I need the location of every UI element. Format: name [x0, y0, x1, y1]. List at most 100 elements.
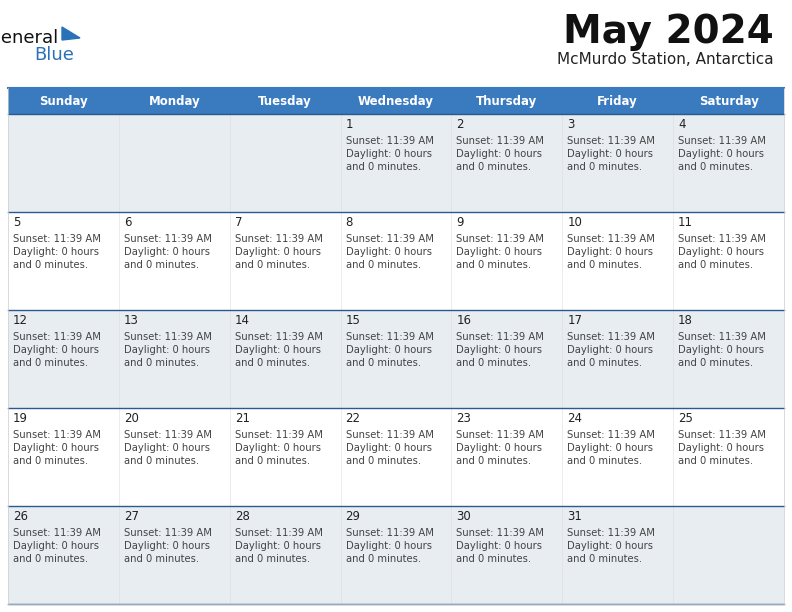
Text: and 0 minutes.: and 0 minutes.: [13, 358, 88, 368]
Text: Sunset: 11:39 AM: Sunset: 11:39 AM: [124, 332, 211, 342]
Text: Sunset: 11:39 AM: Sunset: 11:39 AM: [13, 528, 101, 538]
Text: Blue: Blue: [34, 46, 74, 64]
Text: Wednesday: Wednesday: [358, 94, 434, 108]
Text: 20: 20: [124, 412, 139, 425]
Text: and 0 minutes.: and 0 minutes.: [234, 456, 310, 466]
Text: Sunset: 11:39 AM: Sunset: 11:39 AM: [456, 136, 544, 146]
Text: and 0 minutes.: and 0 minutes.: [567, 358, 642, 368]
Text: Sunset: 11:39 AM: Sunset: 11:39 AM: [124, 234, 211, 244]
Text: 27: 27: [124, 510, 139, 523]
Text: Sunset: 11:39 AM: Sunset: 11:39 AM: [456, 332, 544, 342]
Text: Sunset: 11:39 AM: Sunset: 11:39 AM: [456, 528, 544, 538]
Text: and 0 minutes.: and 0 minutes.: [678, 358, 753, 368]
Text: McMurdo Station, Antarctica: McMurdo Station, Antarctica: [558, 53, 774, 67]
Text: General: General: [0, 29, 58, 47]
Bar: [8, 114, 784, 212]
Text: and 0 minutes.: and 0 minutes.: [124, 456, 199, 466]
Text: and 0 minutes.: and 0 minutes.: [456, 554, 531, 564]
Text: 26: 26: [13, 510, 28, 523]
Text: and 0 minutes.: and 0 minutes.: [124, 260, 199, 270]
Text: 4: 4: [678, 118, 686, 131]
Text: Sunset: 11:39 AM: Sunset: 11:39 AM: [567, 234, 655, 244]
Text: Daylight: 0 hours: Daylight: 0 hours: [678, 443, 764, 453]
Text: and 0 minutes.: and 0 minutes.: [678, 162, 753, 172]
Bar: [8, 212, 784, 310]
Text: Daylight: 0 hours: Daylight: 0 hours: [567, 443, 653, 453]
Text: 6: 6: [124, 216, 131, 229]
Text: Sunset: 11:39 AM: Sunset: 11:39 AM: [234, 234, 322, 244]
Text: Daylight: 0 hours: Daylight: 0 hours: [678, 345, 764, 355]
Text: Daylight: 0 hours: Daylight: 0 hours: [567, 149, 653, 159]
Text: and 0 minutes.: and 0 minutes.: [13, 260, 88, 270]
Text: and 0 minutes.: and 0 minutes.: [567, 162, 642, 172]
Text: and 0 minutes.: and 0 minutes.: [567, 260, 642, 270]
Text: 3: 3: [567, 118, 575, 131]
Text: Sunset: 11:39 AM: Sunset: 11:39 AM: [567, 430, 655, 440]
Text: 8: 8: [345, 216, 353, 229]
Text: Daylight: 0 hours: Daylight: 0 hours: [567, 247, 653, 257]
Text: Sunset: 11:39 AM: Sunset: 11:39 AM: [13, 332, 101, 342]
Text: and 0 minutes.: and 0 minutes.: [456, 260, 531, 270]
Text: Daylight: 0 hours: Daylight: 0 hours: [13, 345, 99, 355]
Text: and 0 minutes.: and 0 minutes.: [345, 162, 421, 172]
Text: 23: 23: [456, 412, 471, 425]
Text: and 0 minutes.: and 0 minutes.: [456, 358, 531, 368]
Text: Daylight: 0 hours: Daylight: 0 hours: [234, 443, 321, 453]
Text: Daylight: 0 hours: Daylight: 0 hours: [234, 247, 321, 257]
Text: 18: 18: [678, 314, 693, 327]
Text: Sunset: 11:39 AM: Sunset: 11:39 AM: [345, 528, 433, 538]
Text: Sunset: 11:39 AM: Sunset: 11:39 AM: [345, 234, 433, 244]
Text: and 0 minutes.: and 0 minutes.: [678, 260, 753, 270]
Text: Daylight: 0 hours: Daylight: 0 hours: [456, 345, 543, 355]
Text: 28: 28: [234, 510, 249, 523]
Text: Daylight: 0 hours: Daylight: 0 hours: [678, 149, 764, 159]
Text: and 0 minutes.: and 0 minutes.: [345, 554, 421, 564]
Bar: [8, 408, 784, 506]
Text: Sunset: 11:39 AM: Sunset: 11:39 AM: [345, 430, 433, 440]
Text: Monday: Monday: [148, 94, 200, 108]
Text: 21: 21: [234, 412, 249, 425]
Text: 12: 12: [13, 314, 28, 327]
Text: and 0 minutes.: and 0 minutes.: [13, 456, 88, 466]
Text: Thursday: Thursday: [476, 94, 538, 108]
Text: 30: 30: [456, 510, 471, 523]
Text: Daylight: 0 hours: Daylight: 0 hours: [678, 247, 764, 257]
Text: Sunset: 11:39 AM: Sunset: 11:39 AM: [678, 430, 766, 440]
Text: Daylight: 0 hours: Daylight: 0 hours: [567, 541, 653, 551]
Text: 16: 16: [456, 314, 471, 327]
Bar: [8, 506, 784, 604]
Text: Daylight: 0 hours: Daylight: 0 hours: [124, 443, 210, 453]
Text: Daylight: 0 hours: Daylight: 0 hours: [456, 247, 543, 257]
Text: 13: 13: [124, 314, 139, 327]
Text: Daylight: 0 hours: Daylight: 0 hours: [124, 345, 210, 355]
Text: Sunset: 11:39 AM: Sunset: 11:39 AM: [124, 528, 211, 538]
Bar: [8, 88, 784, 114]
Text: Sunset: 11:39 AM: Sunset: 11:39 AM: [678, 136, 766, 146]
Text: Sunset: 11:39 AM: Sunset: 11:39 AM: [234, 430, 322, 440]
Text: 15: 15: [345, 314, 360, 327]
Text: 10: 10: [567, 216, 582, 229]
Text: Sunset: 11:39 AM: Sunset: 11:39 AM: [345, 332, 433, 342]
Text: and 0 minutes.: and 0 minutes.: [678, 456, 753, 466]
Text: Daylight: 0 hours: Daylight: 0 hours: [456, 541, 543, 551]
Text: 22: 22: [345, 412, 360, 425]
Text: Sunset: 11:39 AM: Sunset: 11:39 AM: [345, 136, 433, 146]
Text: Daylight: 0 hours: Daylight: 0 hours: [13, 247, 99, 257]
Text: Sunset: 11:39 AM: Sunset: 11:39 AM: [456, 234, 544, 244]
Text: 31: 31: [567, 510, 582, 523]
Text: Daylight: 0 hours: Daylight: 0 hours: [124, 247, 210, 257]
Text: Daylight: 0 hours: Daylight: 0 hours: [345, 541, 432, 551]
Text: Daylight: 0 hours: Daylight: 0 hours: [345, 149, 432, 159]
Text: Sunset: 11:39 AM: Sunset: 11:39 AM: [124, 430, 211, 440]
Text: and 0 minutes.: and 0 minutes.: [234, 358, 310, 368]
Bar: [8, 310, 784, 408]
Text: 5: 5: [13, 216, 21, 229]
Text: 17: 17: [567, 314, 582, 327]
Text: and 0 minutes.: and 0 minutes.: [345, 358, 421, 368]
Text: 25: 25: [678, 412, 693, 425]
Text: Saturday: Saturday: [699, 94, 759, 108]
Text: Sunset: 11:39 AM: Sunset: 11:39 AM: [13, 430, 101, 440]
Text: Daylight: 0 hours: Daylight: 0 hours: [234, 541, 321, 551]
Text: May 2024: May 2024: [563, 13, 774, 51]
Text: Daylight: 0 hours: Daylight: 0 hours: [456, 149, 543, 159]
